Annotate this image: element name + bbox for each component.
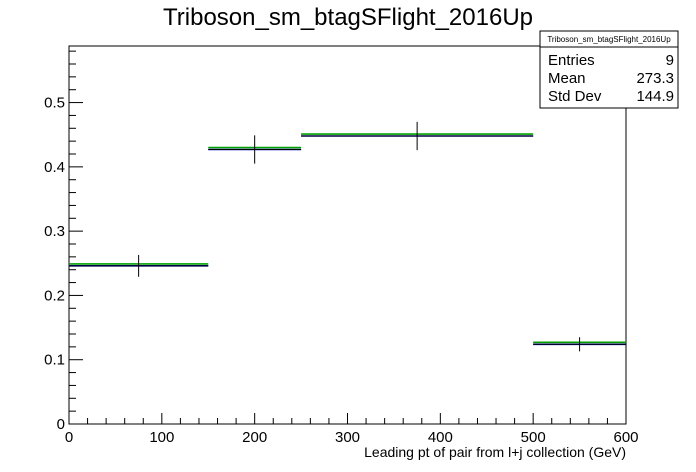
x-tick-label: 400 (428, 429, 453, 446)
stats-box-title: Triboson_sm_btagSFlight_2016Up (547, 35, 671, 44)
x-tick-label: 0 (65, 429, 73, 446)
stats-value-std-dev: 144.9 (636, 88, 674, 105)
x-axis-title: Leading pt of pair from l+j collection (… (364, 444, 626, 460)
stats-label-entries: Entries (548, 52, 595, 69)
y-tick-label: 0 (57, 416, 65, 433)
x-tick-label: 200 (242, 429, 267, 446)
stats-value-entries: 9 (666, 52, 674, 69)
stats-label-mean: Mean (548, 70, 586, 87)
chart-title: Triboson_sm_btagSFlight_2016Up (163, 4, 533, 31)
x-tick-label: 600 (613, 429, 638, 446)
y-tick-label: 0.1 (44, 352, 65, 369)
y-tick-label: 0.3 (44, 223, 65, 240)
y-tick-label: 0.2 (44, 287, 65, 304)
y-tick-label: 0.5 (44, 95, 65, 112)
stats-label-std-dev: Std Dev (548, 88, 602, 105)
y-tick-label: 0.4 (44, 159, 65, 176)
stats-box-frame (539, 30, 679, 109)
stats-box: Triboson_sm_btagSFlight_2016Up Entries 9 Me… (539, 30, 679, 109)
x-tick-label: 500 (521, 429, 546, 446)
stats-value-mean: 273.3 (636, 70, 674, 87)
x-tick-label: 300 (335, 429, 360, 446)
x-tick-label: 100 (149, 429, 174, 446)
